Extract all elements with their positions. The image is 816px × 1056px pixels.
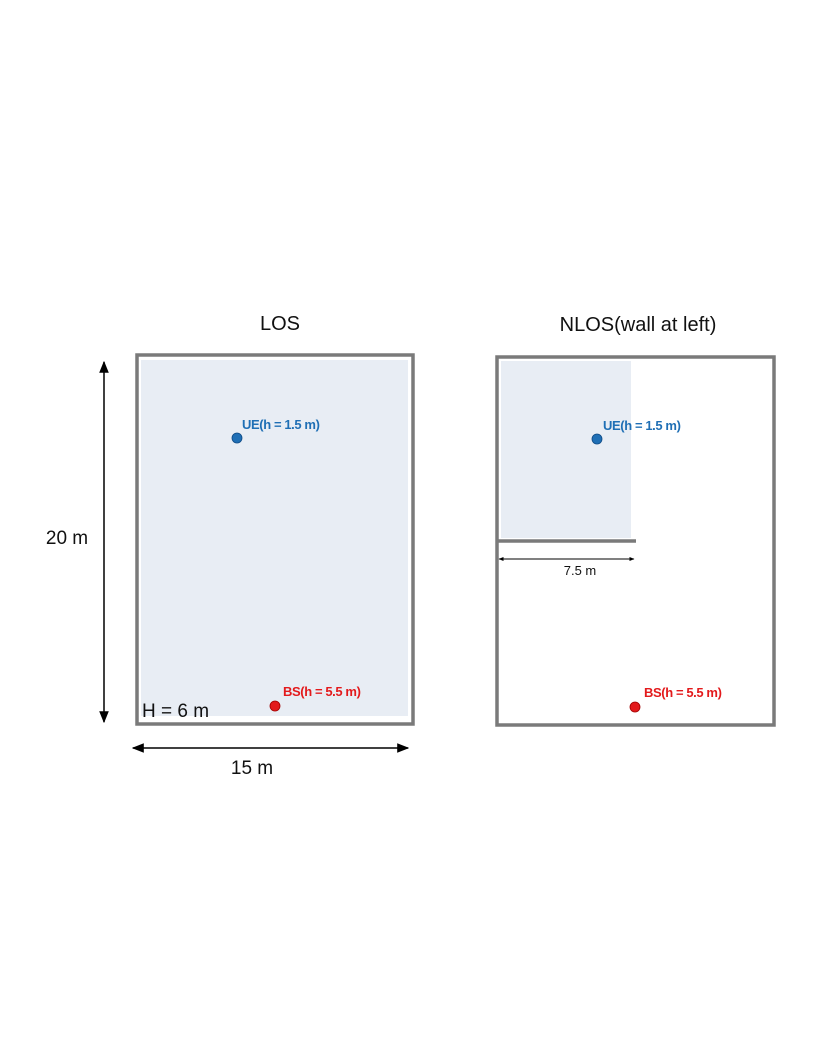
los-coverage-region bbox=[141, 360, 408, 716]
nlos-ue-label: UE(h = 1.5 m) bbox=[603, 418, 681, 433]
room-width-label: 15 m bbox=[231, 758, 273, 779]
los-bs-marker bbox=[269, 700, 281, 712]
room-height-label: H = 6 m bbox=[142, 701, 209, 722]
room-length-label: 20 m bbox=[46, 528, 88, 549]
nlos-bs-label: BS(h = 5.5 m) bbox=[644, 685, 722, 700]
nlos-ue-marker bbox=[591, 433, 603, 445]
los-panel-title: LOS bbox=[260, 313, 300, 335]
nlos-panel-title: NLOS(wall at left) bbox=[560, 314, 717, 336]
nlos-panel: NLOS(wall at left) 7.5 m UE(h = 1.5 m) B… bbox=[495, 314, 776, 727]
los-panel: LOS UE(h = 1.5 m) BS(h = 5.5 m) H = 6 m … bbox=[46, 313, 415, 779]
los-ue-marker bbox=[231, 432, 243, 444]
los-ue-label: UE(h = 1.5 m) bbox=[242, 417, 320, 432]
partition-length-label: 7.5 m bbox=[564, 563, 597, 578]
los-bs-label: BS(h = 5.5 m) bbox=[283, 684, 361, 699]
nlos-coverage-region bbox=[501, 361, 631, 538]
nlos-bs-marker bbox=[629, 701, 641, 713]
los-room-outline bbox=[135, 353, 415, 726]
